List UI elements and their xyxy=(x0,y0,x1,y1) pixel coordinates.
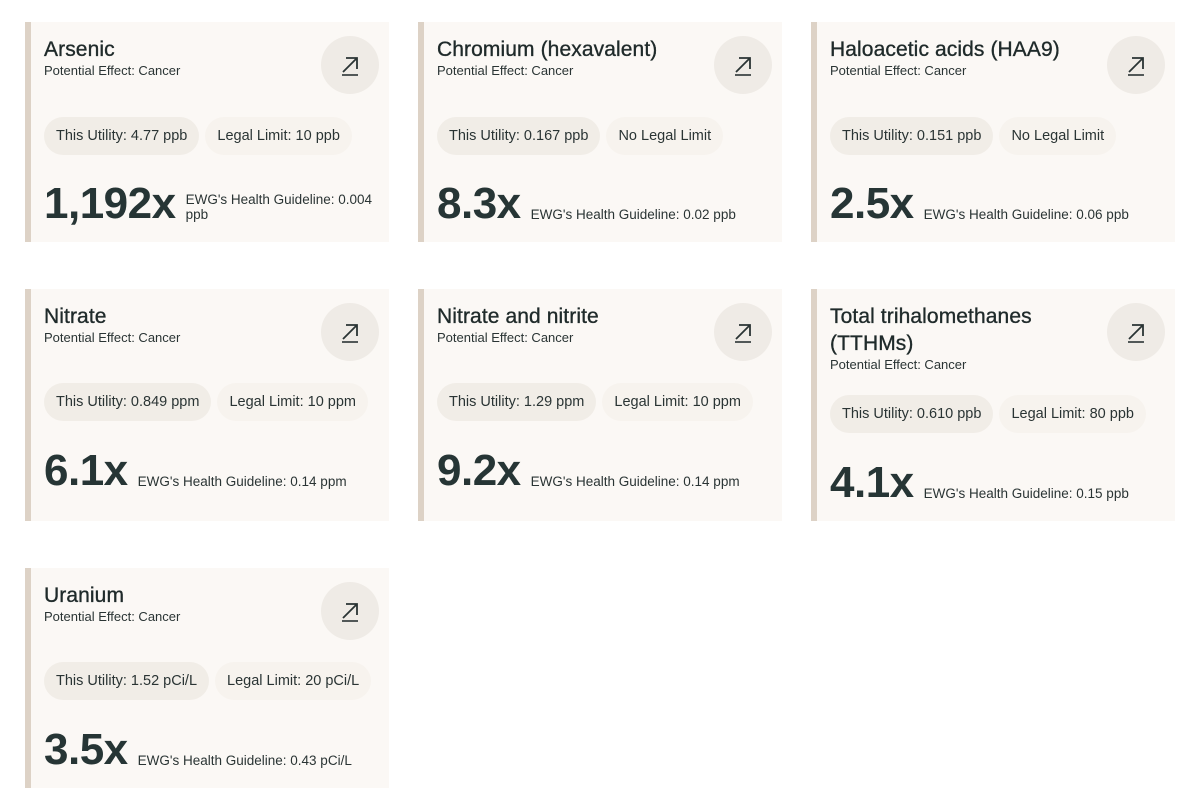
contaminant-card-tthms: Total trihalomethanes (TTHMs) Potential … xyxy=(811,289,1175,521)
guideline-ratio: 3.5x xyxy=(44,725,128,774)
arrow-up-right-icon xyxy=(1128,57,1144,76)
guideline-ratio: 8.3x xyxy=(437,179,521,228)
legal-limit-pill: Legal Limit: 20 pCi/L xyxy=(215,662,372,700)
contaminant-name: Haloacetic acids (HAA9) xyxy=(830,38,1060,61)
legal-limit-pill: Legal Limit: 10 ppm xyxy=(217,383,368,421)
contaminant-title: Chromium (hexavalent) Potential Effect: … xyxy=(437,36,697,79)
utility-level-pill: This Utility: 4.77 ppb xyxy=(44,117,200,155)
potential-effect: Potential Effect: Cancer xyxy=(830,357,967,372)
contaminant-title: Haloacetic acids (HAA9) Potential Effect… xyxy=(830,36,1090,79)
potential-effect: Potential Effect: Cancer xyxy=(437,330,574,345)
contaminant-card-uranium: Uranium Potential Effect: Cancer This Ut… xyxy=(25,568,389,788)
contaminant-name: Uranium xyxy=(44,584,125,607)
health-guideline: EWG's Health Guideline: 0.14 ppm xyxy=(137,474,347,489)
arrow-up-right-icon xyxy=(342,603,358,622)
contaminant-title: Nitrate Potential Effect: Cancer xyxy=(44,303,304,346)
guideline-ratio: 6.1x xyxy=(44,446,128,495)
legal-limit-pill: No Legal Limit xyxy=(606,117,724,155)
contaminant-name: Total trihalomethanes (TTHMs) xyxy=(830,305,1032,355)
open-details-button[interactable] xyxy=(1107,36,1165,94)
potential-effect: Potential Effect: Cancer xyxy=(437,63,574,78)
contaminant-title: Arsenic Potential Effect: Cancer xyxy=(44,36,304,79)
arrow-up-right-icon xyxy=(1128,324,1144,343)
health-guideline: EWG's Health Guideline: 0.15 ppb xyxy=(923,486,1129,501)
utility-level-pill: This Utility: 0.151 ppb xyxy=(830,117,994,155)
contaminant-card-nitrate-nitrite: Nitrate and nitrite Potential Effect: Ca… xyxy=(418,289,782,521)
utility-level-pill: This Utility: 0.849 ppm xyxy=(44,383,212,421)
legal-limit-pill: No Legal Limit xyxy=(999,117,1117,155)
potential-effect: Potential Effect: Cancer xyxy=(44,63,181,78)
utility-level-pill: This Utility: 1.52 pCi/L xyxy=(44,662,210,700)
utility-level-pill: This Utility: 0.610 ppb xyxy=(830,395,994,433)
contaminant-title: Uranium Potential Effect: Cancer xyxy=(44,582,304,625)
guideline-ratio: 9.2x xyxy=(437,446,521,495)
contaminant-card-nitrate: Nitrate Potential Effect: Cancer This Ut… xyxy=(25,289,389,521)
health-guideline: EWG's Health Guideline: 0.02 ppb xyxy=(530,207,736,222)
open-details-button[interactable] xyxy=(714,36,772,94)
arrow-up-right-icon xyxy=(342,57,358,76)
potential-effect: Potential Effect: Cancer xyxy=(44,609,181,624)
guideline-ratio: 2.5x xyxy=(830,179,914,228)
utility-level-pill: This Utility: 0.167 ppb xyxy=(437,117,601,155)
open-details-button[interactable] xyxy=(321,36,379,94)
contaminant-name: Arsenic xyxy=(44,38,115,61)
health-guideline: EWG's Health Guideline: 0.06 ppb xyxy=(923,207,1129,222)
contaminant-name: Nitrate and nitrite xyxy=(437,305,599,328)
utility-level-pill: This Utility: 1.29 ppm xyxy=(437,383,597,421)
contaminant-card-arsenic: Arsenic Potential Effect: Cancer This Ut… xyxy=(25,22,389,242)
guideline-ratio: 4.1x xyxy=(830,458,914,507)
contaminant-name: Nitrate xyxy=(44,305,107,328)
potential-effect: Potential Effect: Cancer xyxy=(830,63,967,78)
contaminant-card-chromium: Chromium (hexavalent) Potential Effect: … xyxy=(418,22,782,242)
contaminant-title: Total trihalomethanes (TTHMs) Potential … xyxy=(830,303,1090,373)
contaminant-title: Nitrate and nitrite Potential Effect: Ca… xyxy=(437,303,697,346)
legal-limit-pill: Legal Limit: 10 ppm xyxy=(602,383,753,421)
arrow-up-right-icon xyxy=(342,324,358,343)
legal-limit-pill: Legal Limit: 10 ppb xyxy=(205,117,352,155)
open-details-button[interactable] xyxy=(321,303,379,361)
open-details-button[interactable] xyxy=(321,582,379,640)
health-guideline: EWG's Health Guideline: 0.43 pCi/L xyxy=(137,753,352,768)
guideline-ratio: 1,192x xyxy=(44,179,176,228)
open-details-button[interactable] xyxy=(714,303,772,361)
health-guideline: EWG's Health Guideline: 0.14 ppm xyxy=(530,474,740,489)
legal-limit-pill: Legal Limit: 80 ppb xyxy=(999,395,1146,433)
arrow-up-right-icon xyxy=(735,324,751,343)
arrow-up-right-icon xyxy=(735,57,751,76)
health-guideline: EWG's Health Guideline: 0.004 ppb xyxy=(185,192,373,222)
potential-effect: Potential Effect: Cancer xyxy=(44,330,181,345)
contaminant-card-haa9: Haloacetic acids (HAA9) Potential Effect… xyxy=(811,22,1175,242)
open-details-button[interactable] xyxy=(1107,303,1165,361)
contaminant-name: Chromium (hexavalent) xyxy=(437,38,658,61)
